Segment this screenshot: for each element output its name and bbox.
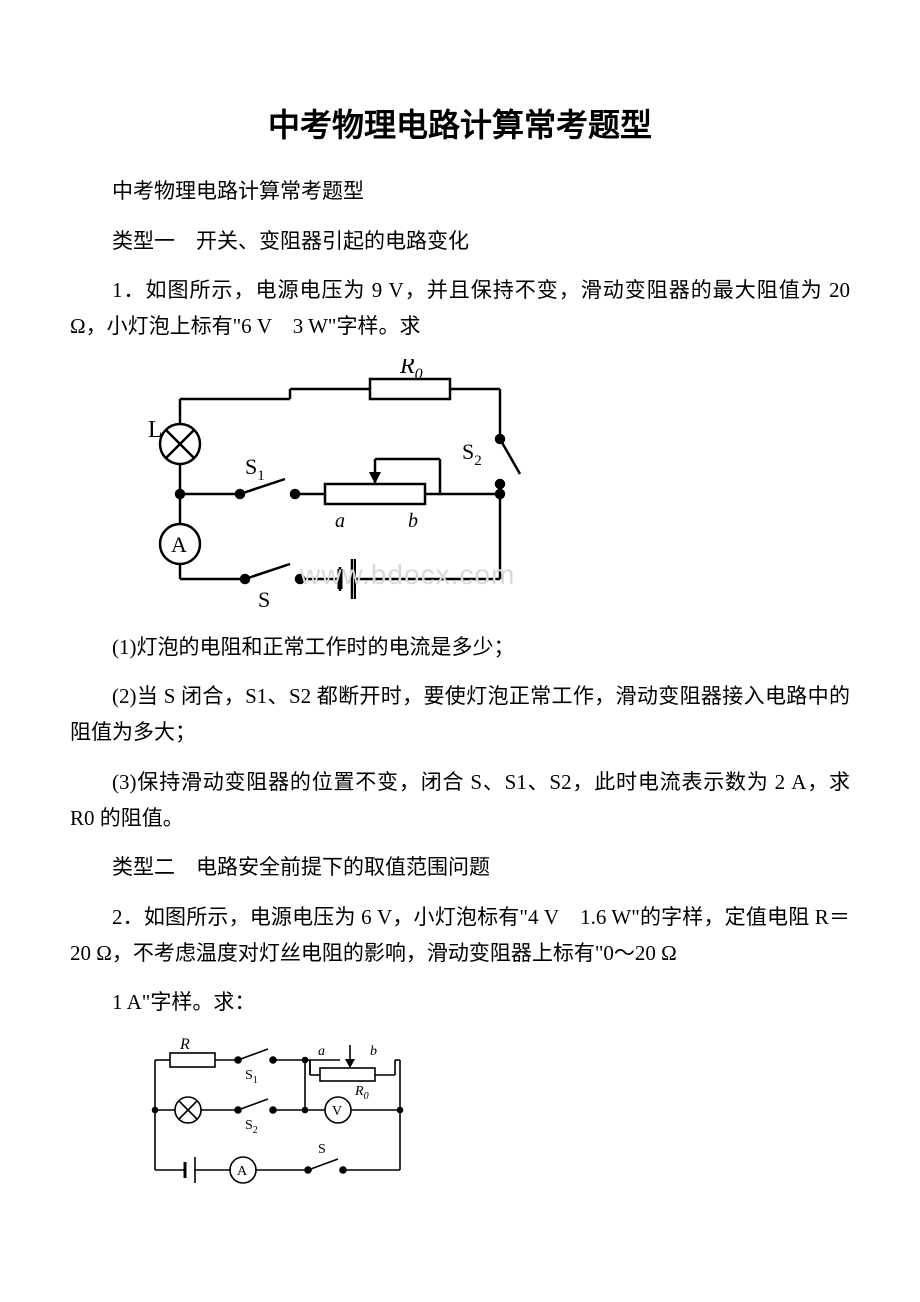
label2-R: R: [179, 1036, 190, 1053]
document-page: 中考物理电路计算常考题型 中考物理电路计算常考题型 类型一 开关、变阻器引起的电…: [0, 0, 920, 1261]
question-1-part-2: (2)当 S 闭合，S1、S2 都断开时，要使灯泡正常工作，滑动变阻器接入电路中…: [70, 679, 850, 750]
label2-S1: S1: [245, 1068, 258, 1086]
question-1-part-3: (3)保持滑动变阻器的位置不变，闭合 S、S1、S2，此时电流表示数为 2 A，…: [70, 765, 850, 836]
section-1-heading: 类型一 开关、变阻器引起的电路变化: [70, 224, 850, 260]
label2-A: A: [237, 1164, 248, 1179]
circuit-2-svg: R S1 S2 S A V R0 a b: [140, 1035, 420, 1190]
question-2-stem-cont: 1 A"字样。求：: [70, 985, 850, 1021]
label-S1: S1: [245, 454, 265, 484]
label-L: L: [148, 417, 163, 443]
label-S2: S2: [462, 439, 482, 469]
label-b: b: [408, 510, 418, 532]
label-S: S: [258, 587, 270, 612]
circuit-2-figure: R S1 S2 S A V R0 a b: [140, 1035, 850, 1195]
section-2-heading: 类型二 电路安全前提下的取值范围问题: [70, 850, 850, 886]
circuit-1-svg: R0 L S1 S2 A S a b: [140, 359, 550, 619]
label2-a: a: [318, 1044, 325, 1059]
subtitle-line: 中考物理电路计算常考题型: [70, 174, 850, 210]
label2-b: b: [370, 1044, 377, 1059]
label-a: a: [335, 510, 345, 532]
question-1-part-1: (1)灯泡的电阻和正常工作时的电流是多少；: [70, 630, 850, 666]
question-1-stem: 1．如图所示，电源电压为 9 V，并且保持不变，滑动变阻器的最大阻值为 20 Ω…: [70, 273, 850, 344]
page-title: 中考物理电路计算常考题型: [70, 100, 850, 146]
label2-S: S: [318, 1142, 326, 1157]
label2-V: V: [332, 1104, 342, 1119]
label-A: A: [171, 532, 187, 557]
label2-R0: R0: [354, 1084, 369, 1102]
circuit-1-figure: R0 L S1 S2 A S a b www.bdocx.com: [140, 359, 850, 624]
question-2-stem: 2．如图所示，电源电压为 6 V，小灯泡标有"4 V 1.6 W"的字样，定值电…: [70, 900, 850, 971]
label2-S2: S2: [245, 1118, 258, 1136]
